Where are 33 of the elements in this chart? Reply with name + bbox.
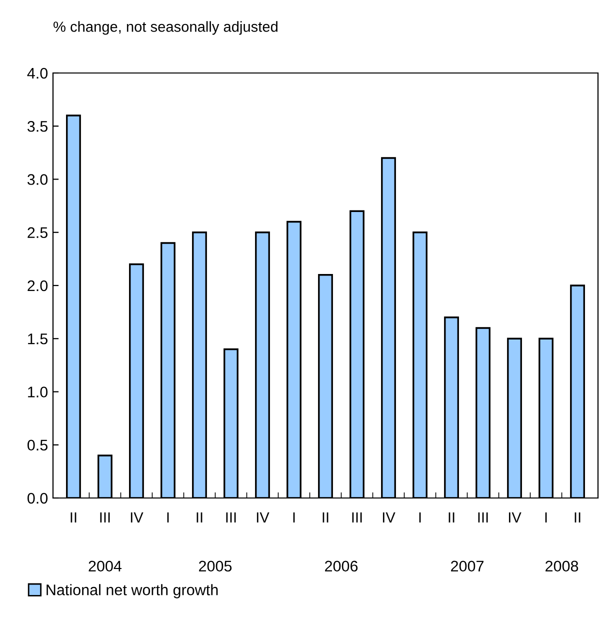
y-tick-label: 1.0: [28, 386, 48, 398]
text: 2005: [199, 560, 232, 572]
text: 2004: [88, 560, 122, 572]
x-tick-label: III: [100, 512, 110, 522]
text: 2007: [451, 560, 484, 572]
x-tick-label: III: [478, 512, 488, 522]
y-tick-label: 0.5: [28, 440, 48, 451]
text: 2008: [546, 560, 578, 572]
y-tick-label: 2.0: [28, 280, 48, 292]
y-tick-label: 3.0: [27, 174, 48, 185]
x-tick-label: II: [574, 512, 580, 522]
x-tick-label: III: [352, 512, 362, 522]
y-tick-label: 2.5: [28, 227, 48, 238]
x-tick-label: I: [419, 512, 421, 522]
x-tick-label: I: [167, 512, 169, 522]
x-tick-label: II: [70, 512, 76, 522]
x-tick-label: II: [448, 512, 454, 522]
y-axis-title: % change, not seasonally adjusted: [54, 21, 278, 35]
x-tick-label: IV: [382, 512, 396, 522]
y-tick-label: 3.5: [27, 120, 48, 132]
x-tick-label: IV: [130, 512, 144, 522]
x-tick-label: III: [226, 512, 236, 522]
text: 2006: [325, 560, 358, 572]
x-tick-label: IV: [508, 512, 522, 522]
x-tick-label: II: [322, 512, 328, 522]
x-tick-label: II: [196, 512, 202, 522]
x-tick-label: I: [293, 512, 295, 522]
x-tick-label: I: [545, 512, 547, 522]
legend-label: National net worth growth: [46, 584, 218, 598]
y-tick-label: 1.5: [28, 334, 48, 344]
y-tick-label: 4.0: [27, 68, 48, 79]
y-tick-label: 0.0: [28, 492, 48, 504]
x-tick-label: IV: [256, 512, 270, 522]
